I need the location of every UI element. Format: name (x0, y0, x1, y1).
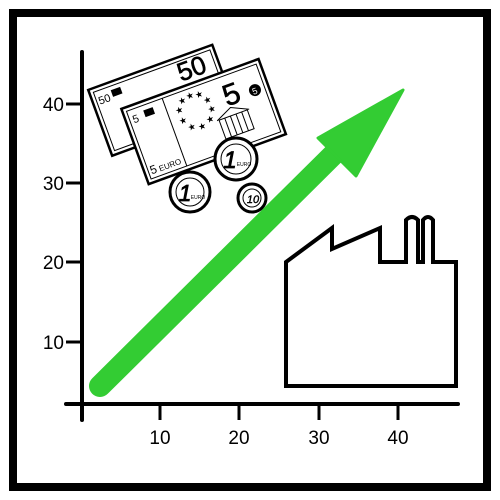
x-axis-labels: 10 20 30 40 (149, 428, 408, 449)
star-icon: ★ (194, 88, 205, 100)
x-tick-label: 40 (387, 428, 408, 449)
note-building-column (224, 117, 233, 138)
y-tick-label: 30 (43, 174, 64, 195)
star-icon: ★ (178, 114, 189, 126)
factory-icon (284, 215, 458, 388)
y-axis-ticks (66, 102, 82, 344)
coin-ten-cent: 10 (236, 182, 268, 214)
coin-one-euro-large: 1 EURO (213, 136, 259, 182)
chart-axes (64, 50, 460, 422)
note-building-column (229, 115, 238, 136)
star-icon: ★ (174, 104, 185, 116)
banknote-5-corner-value: 5 (131, 113, 141, 126)
eu-stars: ★ ★ ★ ★ ★ ★ ★ ★ ★ ★ (174, 88, 218, 133)
x-tick-label: 20 (228, 428, 249, 449)
coin-outer-ring (236, 182, 268, 214)
note-building-roof (216, 106, 250, 122)
star-icon: ★ (184, 90, 195, 102)
star-icon: ★ (206, 103, 217, 115)
coin-value: 1 (179, 180, 192, 206)
coin-inner-ring (220, 143, 252, 175)
note-building-column (241, 111, 249, 131)
note-building-body (218, 109, 255, 140)
banknote-50-flag (110, 86, 123, 97)
star-icon: ★ (197, 120, 208, 132)
note-building-column (235, 113, 244, 133)
banknote-5-bottom-value: 5 (148, 162, 159, 178)
banknote-5-flag (143, 107, 156, 118)
x-tick-label: 30 (308, 428, 329, 449)
arrow-head (316, 88, 405, 178)
y-axis-labels: 10 20 30 40 (43, 95, 64, 354)
coin-inner-ring (175, 177, 205, 207)
up-arrow-icon (89, 88, 405, 397)
y-tick-label: 20 (43, 253, 64, 274)
coin-value: 1 (223, 147, 236, 174)
arrow-shaft (89, 139, 349, 397)
coin-label: EURO (237, 162, 252, 168)
coin-one-euro-small: 1 EURO (168, 170, 212, 214)
banknote-5-divider (161, 98, 188, 167)
y-tick-label: 10 (43, 333, 64, 354)
x-axis-ticks (158, 404, 400, 420)
star-icon: ★ (202, 94, 213, 106)
star-icon: ★ (205, 113, 216, 125)
banknote-5-building-drawing (216, 106, 255, 140)
banknote-5-seal (248, 84, 261, 97)
coin-label: EURO (191, 195, 206, 201)
banknote-50-small-value: 50 (97, 92, 113, 107)
banknote-5-seal-value: 5 (251, 86, 259, 97)
y-tick-label: 40 (43, 95, 64, 116)
coin-inner-ring (242, 188, 262, 208)
euro-banknotes-and-coins-icon: 50 50 5 5 5 5 EURO ★ ★ ★ ★ ★ ★ ★ (86, 43, 288, 214)
star-icon: ★ (186, 121, 197, 133)
x-tick-label: 10 (149, 428, 170, 449)
coin-value: 10 (247, 194, 260, 206)
star-icon: ★ (177, 95, 188, 107)
